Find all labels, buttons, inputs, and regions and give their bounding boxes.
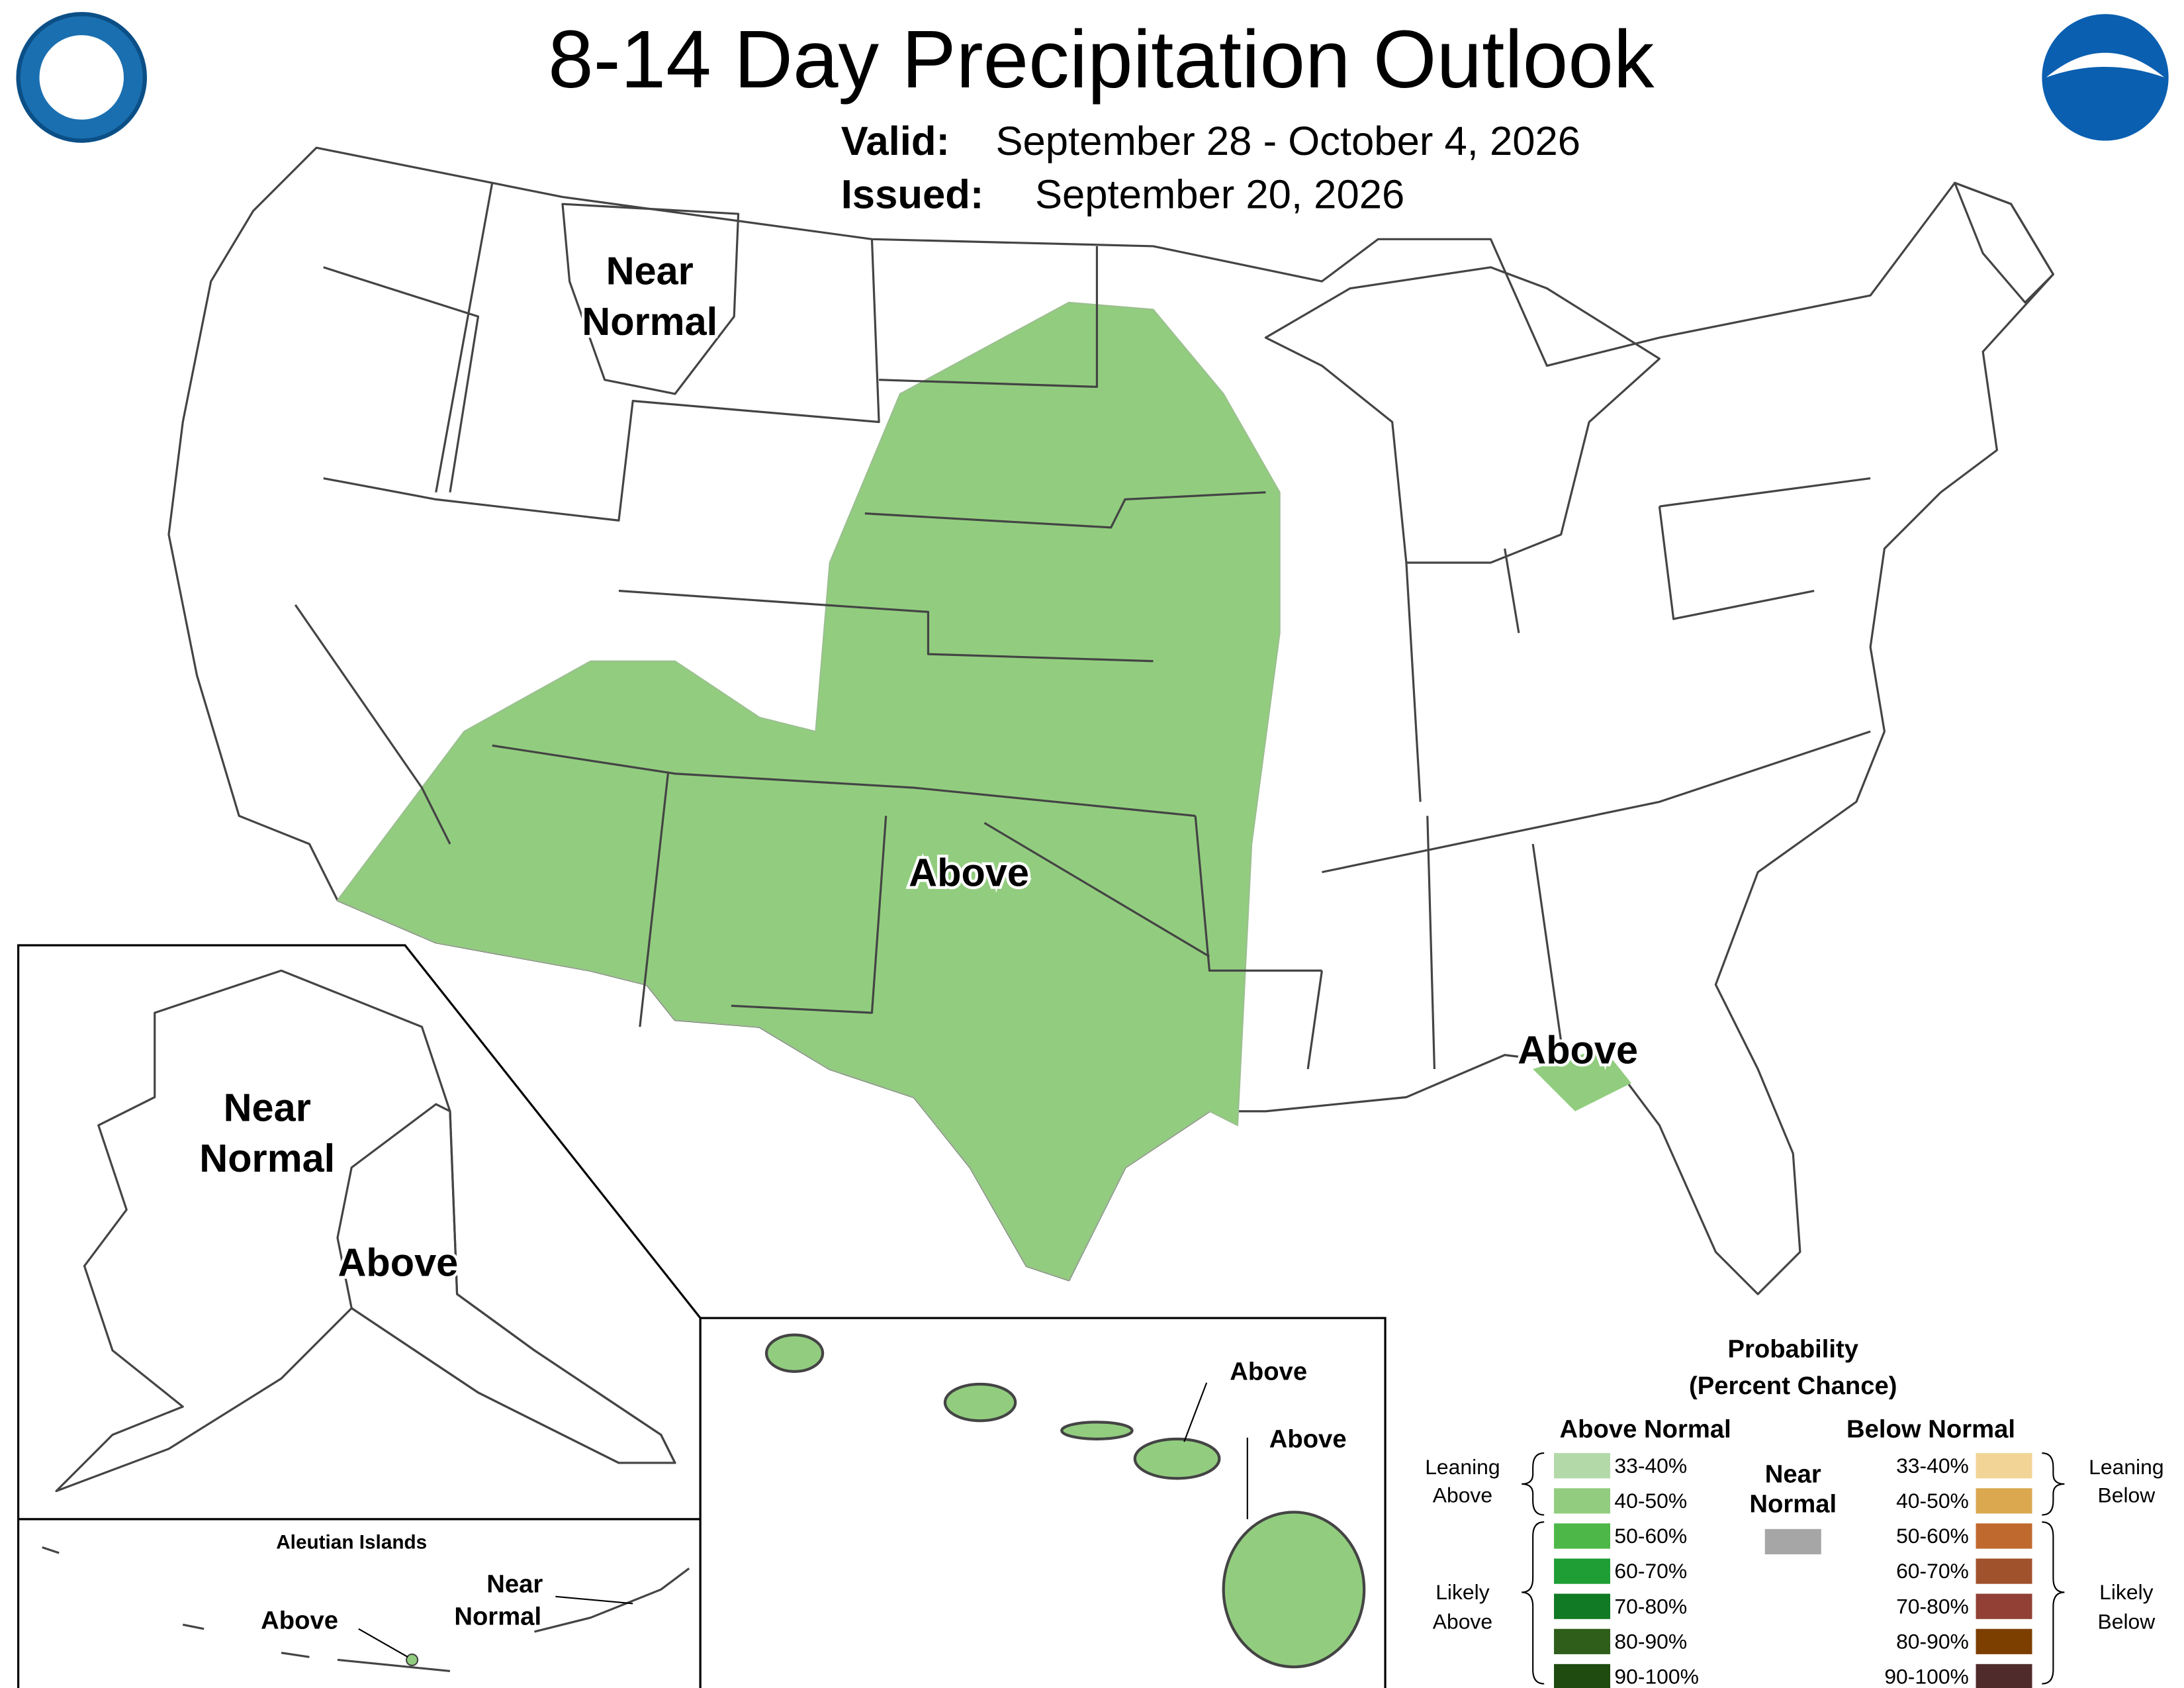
brace-label: Leaning xyxy=(2089,1455,2163,1479)
maine-near-normal xyxy=(1954,181,2054,304)
legend-range: 40-50% xyxy=(1614,1489,1687,1513)
legend: Probability (Percent Chance) Above Norma… xyxy=(1425,1335,2164,1688)
legend-range: 60-70% xyxy=(1896,1559,1969,1583)
legend-range: 90-100% xyxy=(1614,1665,1699,1688)
brace-label: Below xyxy=(2097,1483,2156,1507)
legend-range: 80-90% xyxy=(1614,1629,1687,1653)
maui xyxy=(1133,1437,1221,1480)
aleutian-inset xyxy=(17,1518,702,1688)
noaa-gull xyxy=(2046,52,2165,77)
region-label: Normal xyxy=(199,1136,335,1180)
noaa-logo xyxy=(2042,14,2169,141)
doc-seal-center xyxy=(39,35,124,120)
title: 8-14 Day Precipitation Outlook xyxy=(548,14,1655,105)
legend-swatch xyxy=(1554,1523,1611,1549)
big-island xyxy=(1222,1511,1366,1669)
issued-date: September 20, 2026 xyxy=(1035,172,1404,218)
legend-swatch xyxy=(1976,1593,2032,1619)
legend-swatch xyxy=(1554,1664,1611,1688)
region-label: Above xyxy=(909,851,1029,895)
legend-header: Below Normal xyxy=(1846,1415,2015,1444)
hawaii-islands xyxy=(764,1333,1366,1669)
brace-label: Above xyxy=(1433,1610,1492,1634)
legend-swatch xyxy=(1554,1488,1611,1514)
valid-label: Valid: xyxy=(841,118,950,164)
region-label: Normal xyxy=(582,299,717,344)
legend-swatch xyxy=(1976,1558,2032,1584)
legend-swatch xyxy=(1976,1453,2032,1479)
legend-range: 40-50% xyxy=(1896,1489,1969,1513)
brace-label: Above xyxy=(1433,1483,1492,1507)
legend-swatch xyxy=(1976,1488,2032,1514)
legend-range: 70-80% xyxy=(1896,1594,1969,1618)
legend-near: Near xyxy=(1765,1460,1821,1489)
region-label: Above xyxy=(1269,1425,1347,1454)
brace-label: Below xyxy=(2097,1610,2156,1634)
legend-swatch xyxy=(1554,1558,1611,1584)
legend-range: 70-80% xyxy=(1614,1594,1687,1618)
legend-swatch xyxy=(1976,1523,2032,1549)
legend-swatch xyxy=(1554,1628,1611,1654)
alaska-inset xyxy=(17,944,702,1521)
region-label: Above xyxy=(1230,1358,1307,1386)
region-label: Near xyxy=(486,1570,543,1598)
brace-label: Leaning xyxy=(1425,1455,1500,1479)
region-label: Normal xyxy=(454,1602,541,1630)
legend-range: 60-70% xyxy=(1614,1559,1687,1583)
region-label: Above xyxy=(261,1607,338,1635)
legend-range: 33-40% xyxy=(1896,1454,1969,1477)
legend-range: 33-40% xyxy=(1614,1454,1687,1477)
legend-title: (Percent Chance) xyxy=(1689,1372,1897,1400)
legend-swatch xyxy=(1554,1453,1611,1479)
great-lakes xyxy=(1264,266,1661,564)
leader-line xyxy=(555,1595,633,1605)
oahu xyxy=(943,1382,1017,1423)
molokai xyxy=(1060,1421,1134,1440)
legend-title: Probability xyxy=(1727,1335,1858,1364)
aleutian-above-island xyxy=(406,1653,419,1667)
near-normal-swatch xyxy=(1764,1528,1821,1555)
region-label: Above xyxy=(338,1240,458,1284)
leader-line xyxy=(358,1628,408,1658)
kauai xyxy=(764,1333,825,1373)
region-label: Near xyxy=(224,1086,311,1130)
alaska-leaning-above xyxy=(336,1103,676,1464)
leader-line xyxy=(1183,1382,1208,1442)
legend-header: Above Normal xyxy=(1560,1415,1731,1444)
conus-above-40-50 xyxy=(336,301,1281,1282)
brace-label: Likely xyxy=(2099,1580,2154,1604)
issued-label: Issued: xyxy=(841,172,984,218)
state-borders xyxy=(294,183,1871,1070)
conus-near-normal xyxy=(561,203,740,395)
region-label: Near xyxy=(606,248,694,293)
region-label: Above xyxy=(1518,1027,1638,1072)
valid-dates: September 28 - October 4, 2026 xyxy=(995,118,1580,164)
legend-range: 90-100% xyxy=(1884,1665,1969,1688)
legend-range: 80-90% xyxy=(1896,1629,1969,1653)
aleutian-islands xyxy=(42,1546,690,1673)
legend-range: 50-60% xyxy=(1614,1524,1687,1548)
legend-range: 50-60% xyxy=(1896,1524,1969,1548)
legend-braces xyxy=(1522,1452,2065,1685)
legend-swatch xyxy=(1976,1628,2032,1654)
legend-swatch xyxy=(1976,1664,2032,1688)
legend-near: Normal xyxy=(1749,1489,1837,1518)
aleutian-title: Aleutian Islands xyxy=(276,1532,427,1554)
brace-label: Likely xyxy=(1435,1580,1490,1604)
legend-swatch xyxy=(1554,1593,1611,1619)
